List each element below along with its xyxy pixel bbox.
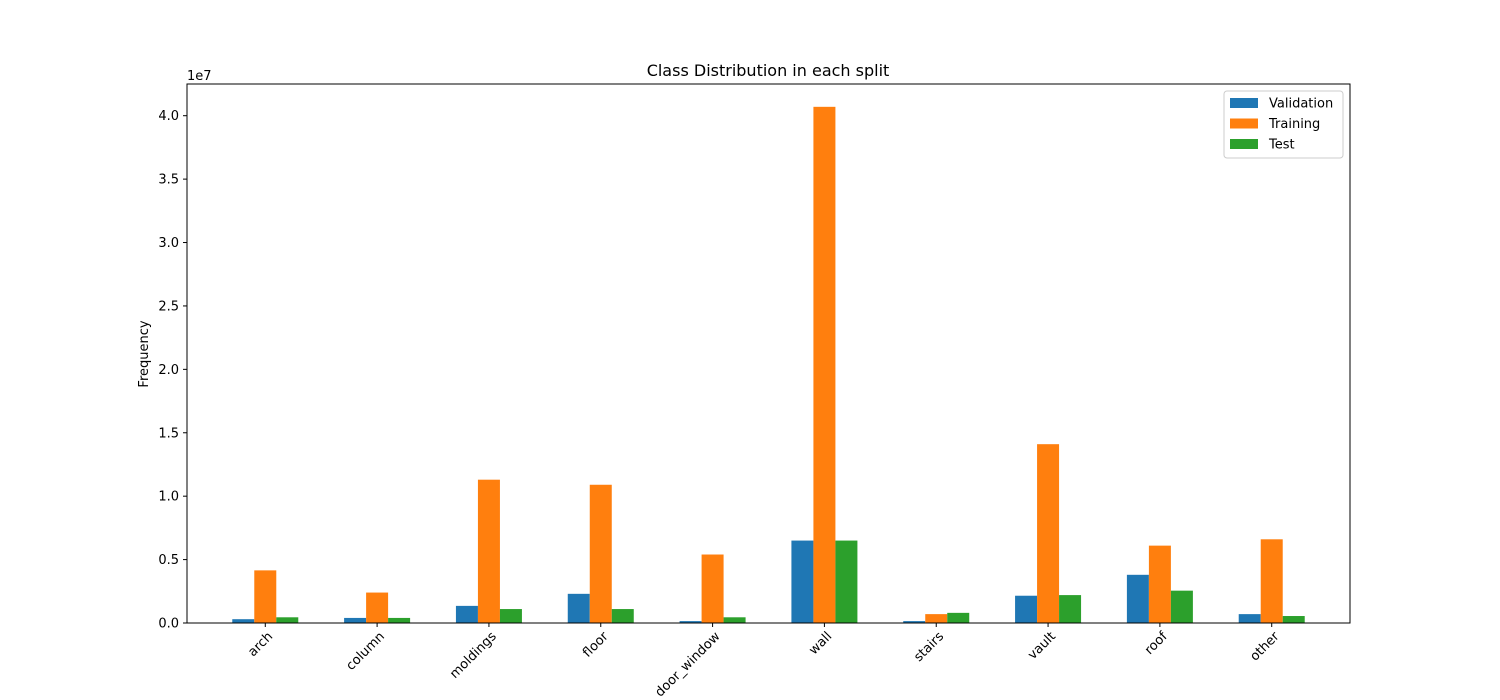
- bar-validation-roof: [1126, 574, 1149, 623]
- bars-group: [232, 106, 1305, 623]
- bar-test-wall: [835, 540, 858, 623]
- bar-validation-arch: [232, 619, 255, 623]
- bar-training-roof: [1148, 545, 1171, 623]
- y-tick-label: 4.0: [158, 109, 179, 124]
- legend-label-validation: Validation: [1269, 97, 1333, 112]
- bar-training-other: [1260, 539, 1283, 623]
- bar-test-vault: [1059, 595, 1082, 623]
- chart-title: Class Distribution in each split: [647, 61, 890, 80]
- bar-training-floor: [589, 484, 612, 623]
- bar-test-moldings: [499, 609, 522, 623]
- bar-test-roof: [1170, 590, 1193, 623]
- y-tick-label: 0.0: [158, 617, 179, 632]
- bar-validation-moldings: [455, 605, 478, 623]
- bar-validation-vault: [1015, 595, 1038, 623]
- legend-swatch-training: [1230, 118, 1258, 129]
- bar-training-moldings: [477, 479, 500, 623]
- legend-label-test: Test: [1268, 138, 1295, 153]
- bar-test-door_window: [723, 617, 746, 623]
- y-tick-label: 1.0: [158, 490, 179, 505]
- bar-test-arch: [276, 617, 299, 623]
- bar-validation-wall: [791, 540, 814, 623]
- bar-validation-floor: [567, 593, 590, 623]
- y-tick-label: 1.5: [158, 426, 179, 441]
- legend-swatch-validation: [1230, 98, 1258, 108]
- y-axis: 0.0 0.5 1.0 1.5 2.0 2.5 3.0 3.5 4.0: [158, 109, 187, 632]
- bar-training-wall: [813, 106, 836, 623]
- bar-test-floor: [611, 609, 634, 623]
- bar-test-stairs: [947, 612, 970, 623]
- legend-label-training: Training: [1268, 117, 1320, 132]
- y-tick-label: 3.0: [158, 236, 179, 251]
- bar-validation-column: [344, 617, 367, 623]
- bar-validation-door_window: [679, 621, 702, 623]
- bar-training-door_window: [701, 554, 724, 623]
- bar-training-column: [366, 592, 389, 623]
- bar-test-other: [1282, 616, 1305, 623]
- plot-frame: [186, 83, 1351, 624]
- y-tick-label: 2.5: [158, 299, 179, 314]
- y-axis-offset-label: 1e7: [187, 69, 212, 84]
- bar-validation-other: [1238, 614, 1261, 623]
- bar-test-column: [388, 617, 411, 623]
- y-tick-label: 3.5: [158, 173, 179, 188]
- y-tick-label: 0.5: [158, 553, 179, 568]
- bar-validation-stairs: [903, 621, 926, 623]
- y-tick-label: 2.0: [158, 363, 179, 378]
- legend: Validation Training Test: [1223, 90, 1344, 159]
- y-axis-label: Frequency: [137, 320, 152, 387]
- bar-training-stairs: [925, 614, 948, 623]
- legend-swatch-test: [1230, 139, 1258, 149]
- bar-training-arch: [254, 570, 277, 623]
- bar-training-vault: [1037, 444, 1060, 623]
